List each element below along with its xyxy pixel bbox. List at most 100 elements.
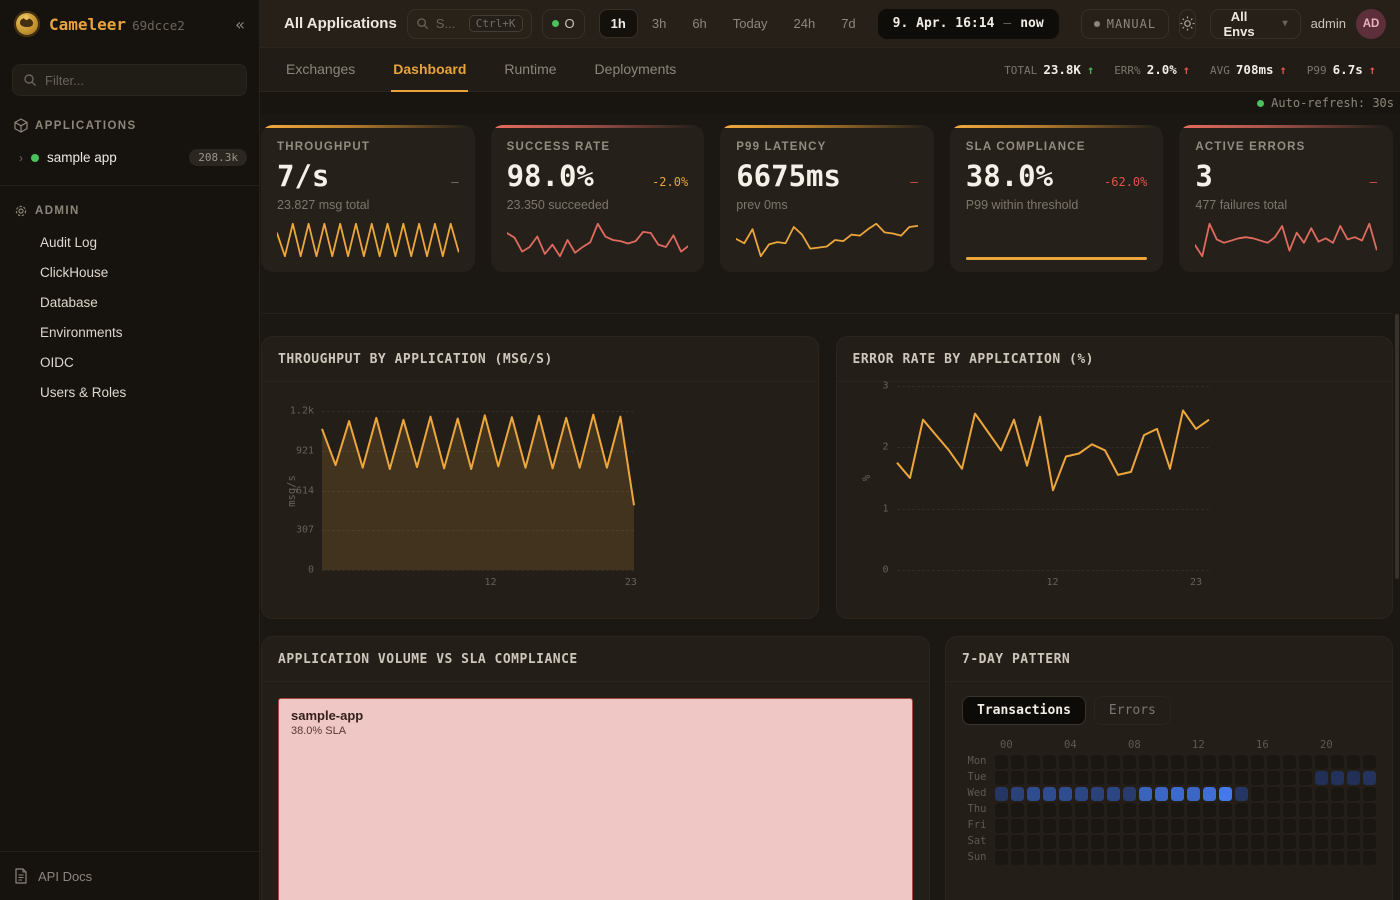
day-label: Fri: [967, 819, 987, 831]
x-tick-label: 12: [484, 577, 497, 588]
heatmap-cell-tue-2: [1026, 771, 1040, 785]
heatmap-cell-wed-12: [1186, 787, 1200, 801]
tab-exchanges[interactable]: Exchanges: [286, 61, 356, 77]
heatmap-cell-tue-1: [1010, 771, 1024, 785]
heatmap-cell-fri-8: [1122, 819, 1136, 833]
treemap-node-sample-app[interactable]: sample-app 38.0% SLA: [278, 698, 913, 900]
day-label: Thu: [967, 803, 987, 815]
tab-runtime[interactable]: Runtime: [504, 61, 557, 77]
heatmap-cell-wed-3: [1042, 787, 1056, 801]
sidebar-item-users-roles[interactable]: Users & Roles: [40, 384, 127, 400]
heatmap-row-tue: Tue: [962, 771, 1376, 785]
heatmap-cell-sun-19: [1298, 851, 1312, 865]
kpi-title: ACTIVE ERRORS: [1195, 141, 1306, 153]
heatmap-cell-sun-12: [1186, 851, 1200, 865]
heatmap-cell-sun-18: [1282, 851, 1296, 865]
api-docs-link[interactable]: API Docs: [14, 868, 245, 884]
sidebar-item-environments[interactable]: Environments: [40, 324, 123, 340]
heatmap-cell-thu-12: [1186, 803, 1200, 817]
heatmap-cell-sat-4: [1058, 835, 1072, 849]
range-button-1h[interactable]: 1h: [598, 9, 638, 38]
date-range-display[interactable]: 9. Apr. 16:14 – now: [877, 8, 1059, 39]
manual-refresh-button[interactable]: MANUAL: [1080, 8, 1170, 39]
user-area: admin AD: [1311, 8, 1386, 39]
environment-selector[interactable]: All Envs ▾: [1210, 8, 1301, 39]
gridline: [322, 411, 634, 412]
treemap-title: APPLICATION VOLUME VS SLA COMPLIANCE: [278, 652, 578, 667]
heatmap-cell-wed-6: [1090, 787, 1104, 801]
heatmap-cell-sat-10: [1154, 835, 1168, 849]
heatmap-row-sun: Sun: [962, 851, 1376, 865]
global-search[interactable]: Ctrl+K: [406, 8, 532, 39]
heatmap-cell-sat-14: [1218, 835, 1232, 849]
app-count-badge: 208.3k: [189, 149, 247, 166]
heatmap-cell-mon-22: [1346, 755, 1360, 769]
heatmap-cell-mon-17: [1266, 755, 1280, 769]
kpi-title: SLA COMPLIANCE: [965, 141, 1086, 153]
kpi-value: 7/s: [277, 159, 330, 193]
range-button-today[interactable]: Today: [721, 9, 780, 38]
heatmap-cell-wed-23: [1362, 787, 1376, 801]
filter-input[interactable]: [45, 72, 236, 88]
sidebar-item-clickhouse[interactable]: ClickHouse: [40, 264, 109, 280]
toggle-errors[interactable]: Errors: [1093, 696, 1171, 725]
gridline: [896, 570, 1209, 571]
auto-refresh-bar: Auto-refresh: 30s: [260, 92, 1400, 114]
heatmap-cell-sun-13: [1202, 851, 1216, 865]
heatmap-cell-mon-6: [1090, 755, 1104, 769]
spark-bar: [965, 257, 1148, 260]
theme-toggle-button[interactable]: [1179, 8, 1197, 39]
sidebar-item-sample-app[interactable]: › sample app 208.3k: [0, 142, 259, 173]
vertical-scrollbar[interactable]: [1394, 312, 1400, 900]
range-button-3h[interactable]: 3h: [640, 9, 678, 38]
toggle-transactions[interactable]: Transactions: [962, 696, 1086, 725]
range-button-6h[interactable]: 6h: [680, 9, 718, 38]
kpi-sparkline: [277, 220, 459, 260]
sidebar-item-audit-log[interactable]: Audit Log: [40, 234, 98, 250]
y-tick-label: 614: [295, 485, 314, 496]
sidebar-header: Cameleer 69dcce2 «: [0, 0, 259, 48]
applications-section-header: APPLICATIONS: [0, 100, 259, 142]
gear-icon: [15, 205, 27, 217]
heatmap-row-wed: Wed: [962, 787, 1376, 801]
scrollbar-thumb[interactable]: [1395, 314, 1399, 579]
heatmap-cell-mon-5: [1074, 755, 1088, 769]
heatmap-cell-fri-13: [1202, 819, 1216, 833]
heatmap-cell-tue-14: [1218, 771, 1232, 785]
tab-dashboard[interactable]: Dashboard: [391, 48, 469, 92]
stat-avg: AVG 708ms ↑: [1210, 62, 1287, 77]
kpi-value: 6675ms: [736, 159, 841, 193]
heatmap-cell-mon-4: [1058, 755, 1072, 769]
error-rate-chart-card: ERROR RATE BY APPLICATION (%) % 0 1 2 3 12 23: [835, 336, 1393, 619]
heatmap-cell-wed-1: [1010, 787, 1024, 801]
search-input[interactable]: [435, 16, 462, 31]
range-button-7d[interactable]: 7d: [829, 9, 867, 38]
heatmap-cell-sun-15: [1234, 851, 1248, 865]
heatmap-cell-wed-2: [1026, 787, 1040, 801]
connection-status-pill[interactable]: O: [541, 8, 585, 39]
sidebar-item-database[interactable]: Database: [40, 294, 98, 310]
gridline: [896, 447, 1209, 449]
heatmap-cell-tue-17: [1266, 771, 1280, 785]
page-title: All Applications: [284, 15, 397, 32]
heatmap-cell-fri-19: [1298, 819, 1312, 833]
sidebar-collapse-button[interactable]: «: [235, 14, 245, 34]
heatmap-cell-mon-15: [1234, 755, 1248, 769]
pattern-card: 7-DAY PATTERN Transactions Errors 00 04 08 1…: [945, 636, 1393, 900]
range-button-24h[interactable]: 24h: [781, 9, 827, 38]
expand-chevron-icon[interactable]: ›: [19, 150, 23, 165]
heatmap-cell-wed-9: [1138, 787, 1152, 801]
sidebar-item-oidc[interactable]: OIDC: [40, 354, 74, 370]
avatar[interactable]: AD: [1356, 8, 1386, 39]
heatmap-cell-fri-5: [1074, 819, 1088, 833]
heatmap-cell-thu-11: [1170, 803, 1184, 817]
y-tick-label: 921: [295, 445, 314, 457]
tab-deployments[interactable]: Deployments: [594, 61, 677, 77]
heatmap-cell-mon-1: [1010, 755, 1024, 769]
treemap-card: APPLICATION VOLUME VS SLA COMPLIANCE sam…: [261, 636, 930, 900]
x-tick-label: 23: [624, 577, 637, 588]
heatmap-cells: [994, 819, 1376, 833]
kpi-title: THROUGHPUT: [277, 141, 371, 153]
heatmap-cell-mon-3: [1042, 755, 1056, 769]
kpi-delta: –: [1369, 175, 1377, 189]
